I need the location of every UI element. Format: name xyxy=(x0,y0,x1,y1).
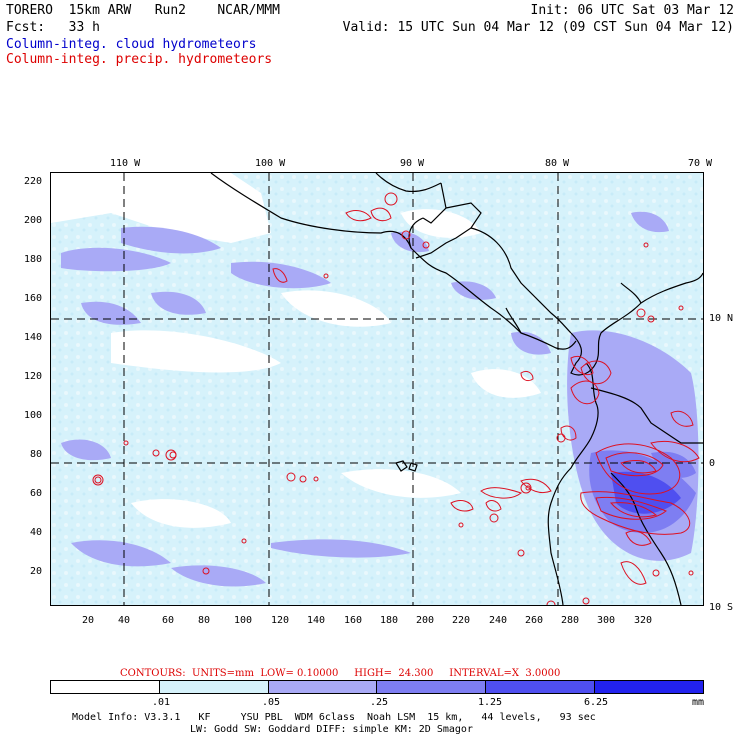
colorbar-unit: mm xyxy=(692,697,705,708)
lat-label-equator: 0 xyxy=(709,458,716,469)
y-tick-label: 120 xyxy=(24,371,43,382)
header-model-title: TORERO 15km ARW Run2 NCAR/MMM xyxy=(6,3,280,18)
lat-label-10n: 10 N xyxy=(709,313,734,324)
lon-label-80w: 80 W xyxy=(545,158,570,169)
x-tick-label: 320 xyxy=(634,615,653,626)
x-tick-label: 280 xyxy=(561,615,580,626)
lat-label-10s: 10 S xyxy=(709,602,734,613)
color-bin-3 xyxy=(377,681,487,693)
x-tick-label: 40 xyxy=(118,615,131,626)
lon-label-70w: 70 W xyxy=(688,158,713,169)
y-tick-label: 20 xyxy=(30,566,43,577)
lat-lon-grid xyxy=(51,173,703,605)
x-tick-label: 200 xyxy=(416,615,435,626)
colorbar-label-001: .01 xyxy=(152,697,171,708)
y-tick-label: 160 xyxy=(24,293,43,304)
color-bin-5 xyxy=(595,681,703,693)
x-tick-label: 120 xyxy=(271,615,290,626)
colorbar-label-625: 6.25 xyxy=(584,697,609,708)
map-canvas xyxy=(51,173,703,605)
lon-label-90w: 90 W xyxy=(400,158,425,169)
color-bin-1 xyxy=(159,681,269,693)
cloud-medium-patches xyxy=(61,211,669,587)
footer-physics-info: LW: Godd SW: Goddard DIFF: simple KM: 2D… xyxy=(190,724,473,735)
y-tick-label: 220 xyxy=(24,176,43,187)
y-tick-label: 180 xyxy=(24,254,43,265)
field-label-cloud: Column-integ. cloud hydrometeors xyxy=(6,37,257,52)
cloud-heavy-region xyxy=(567,330,699,561)
contour-info: CONTOURS: UNITS=mm LOW= 0.10000 HIGH= 24… xyxy=(120,668,561,679)
x-tick-label: 180 xyxy=(380,615,399,626)
color-scale-bar xyxy=(50,680,704,694)
y-tick-label: 200 xyxy=(24,215,43,226)
header-init-time: Init: 06 UTC Sat 03 Mar 12 xyxy=(530,3,735,18)
x-tick-label: 80 xyxy=(198,615,211,626)
x-tick-label: 20 xyxy=(82,615,95,626)
color-bin-2 xyxy=(268,681,378,693)
footer-model-info: Model Info: V3.3.1 KF YSU PBL WDM 6class… xyxy=(72,712,596,723)
y-tick-label: 60 xyxy=(30,488,43,499)
header-valid-time: Valid: 15 UTC Sun 04 Mar 12 (09 CST Sun … xyxy=(342,20,734,35)
field-label-precip: Column-integ. precip. hydrometeors xyxy=(6,52,273,67)
x-tick-label: 240 xyxy=(489,615,508,626)
forecast-map xyxy=(50,172,704,606)
x-tick-label: 260 xyxy=(525,615,544,626)
y-tick-label: 80 xyxy=(30,449,43,460)
x-tick-label: 160 xyxy=(344,615,363,626)
x-tick-label: 60 xyxy=(162,615,175,626)
colorbar-label-125: 1.25 xyxy=(478,697,503,708)
colorbar-label-025: .25 xyxy=(370,697,389,708)
colorbar-label-005: .05 xyxy=(262,697,281,708)
color-bin-4 xyxy=(486,681,596,693)
x-tick-label: 300 xyxy=(597,615,616,626)
color-bin-0 xyxy=(51,681,160,693)
y-tick-label: 140 xyxy=(24,332,43,343)
coastlines xyxy=(210,173,703,605)
lon-label-110w: 110 W xyxy=(110,158,141,169)
clear-sky-areas xyxy=(51,173,541,528)
y-tick-label: 40 xyxy=(30,527,43,538)
precip-contours xyxy=(92,192,700,605)
x-tick-label: 100 xyxy=(234,615,253,626)
lon-label-100w: 100 W xyxy=(255,158,286,169)
x-tick-label: 140 xyxy=(307,615,326,626)
y-tick-label: 100 xyxy=(24,410,43,421)
x-tick-label: 220 xyxy=(452,615,471,626)
header-forecast-hour: Fcst: 33 h xyxy=(6,20,100,35)
